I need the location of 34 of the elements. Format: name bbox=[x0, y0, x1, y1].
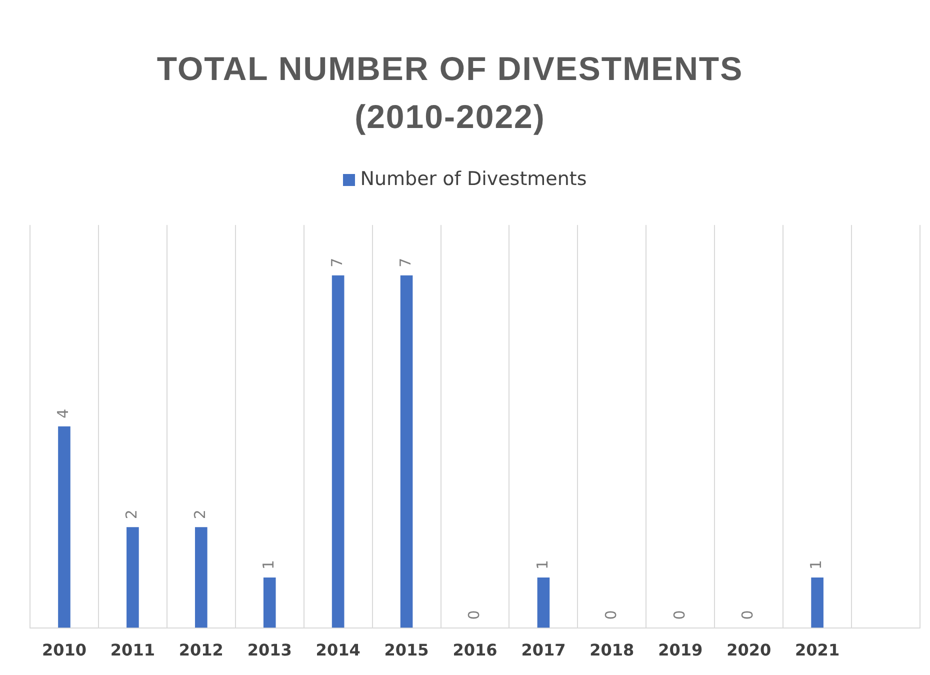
data-label: 0 bbox=[738, 610, 757, 620]
bar bbox=[811, 577, 824, 628]
x-tick-label: 2012 bbox=[178, 640, 224, 660]
bar bbox=[194, 527, 208, 628]
bar bbox=[332, 275, 344, 628]
x-tick-label: 2018 bbox=[590, 640, 634, 660]
data-label: 1 bbox=[260, 560, 278, 570]
x-tick-label: 2010 bbox=[42, 640, 86, 660]
data-label: 2 bbox=[191, 510, 210, 520]
x-tick-label: 2016 bbox=[452, 640, 498, 660]
data-label: 4 bbox=[54, 408, 72, 418]
x-tick-label: 2015 bbox=[384, 640, 429, 660]
data-label: 0 bbox=[602, 610, 620, 620]
x-tick-label: 2021 bbox=[795, 640, 840, 660]
data-label: 0 bbox=[464, 610, 483, 620]
data-label: 1 bbox=[807, 560, 826, 570]
data-label: 1 bbox=[533, 560, 552, 570]
data-label: 7 bbox=[328, 258, 346, 268]
bar bbox=[263, 577, 276, 628]
x-tick-label: 2014 bbox=[316, 640, 360, 660]
legend-label: Number of Divestments bbox=[359, 168, 587, 190]
x-tick-label: 2017 bbox=[521, 640, 566, 660]
data-label: 7 bbox=[396, 258, 414, 268]
bar bbox=[58, 426, 70, 628]
bar bbox=[537, 577, 550, 628]
chart-title: TOTAL NUMBER OF DIVESTMENTS (2010-2022) bbox=[156, 49, 744, 137]
data-label: 2 bbox=[122, 510, 141, 520]
bar bbox=[126, 527, 139, 628]
x-tick-label: 2013 bbox=[247, 640, 292, 660]
x-tick-label: 2019 bbox=[658, 640, 703, 660]
x-tick-label: 2011 bbox=[110, 640, 155, 660]
data-label: 0 bbox=[670, 610, 688, 620]
bar bbox=[400, 275, 413, 628]
x-tick-label: 2020 bbox=[726, 640, 772, 660]
